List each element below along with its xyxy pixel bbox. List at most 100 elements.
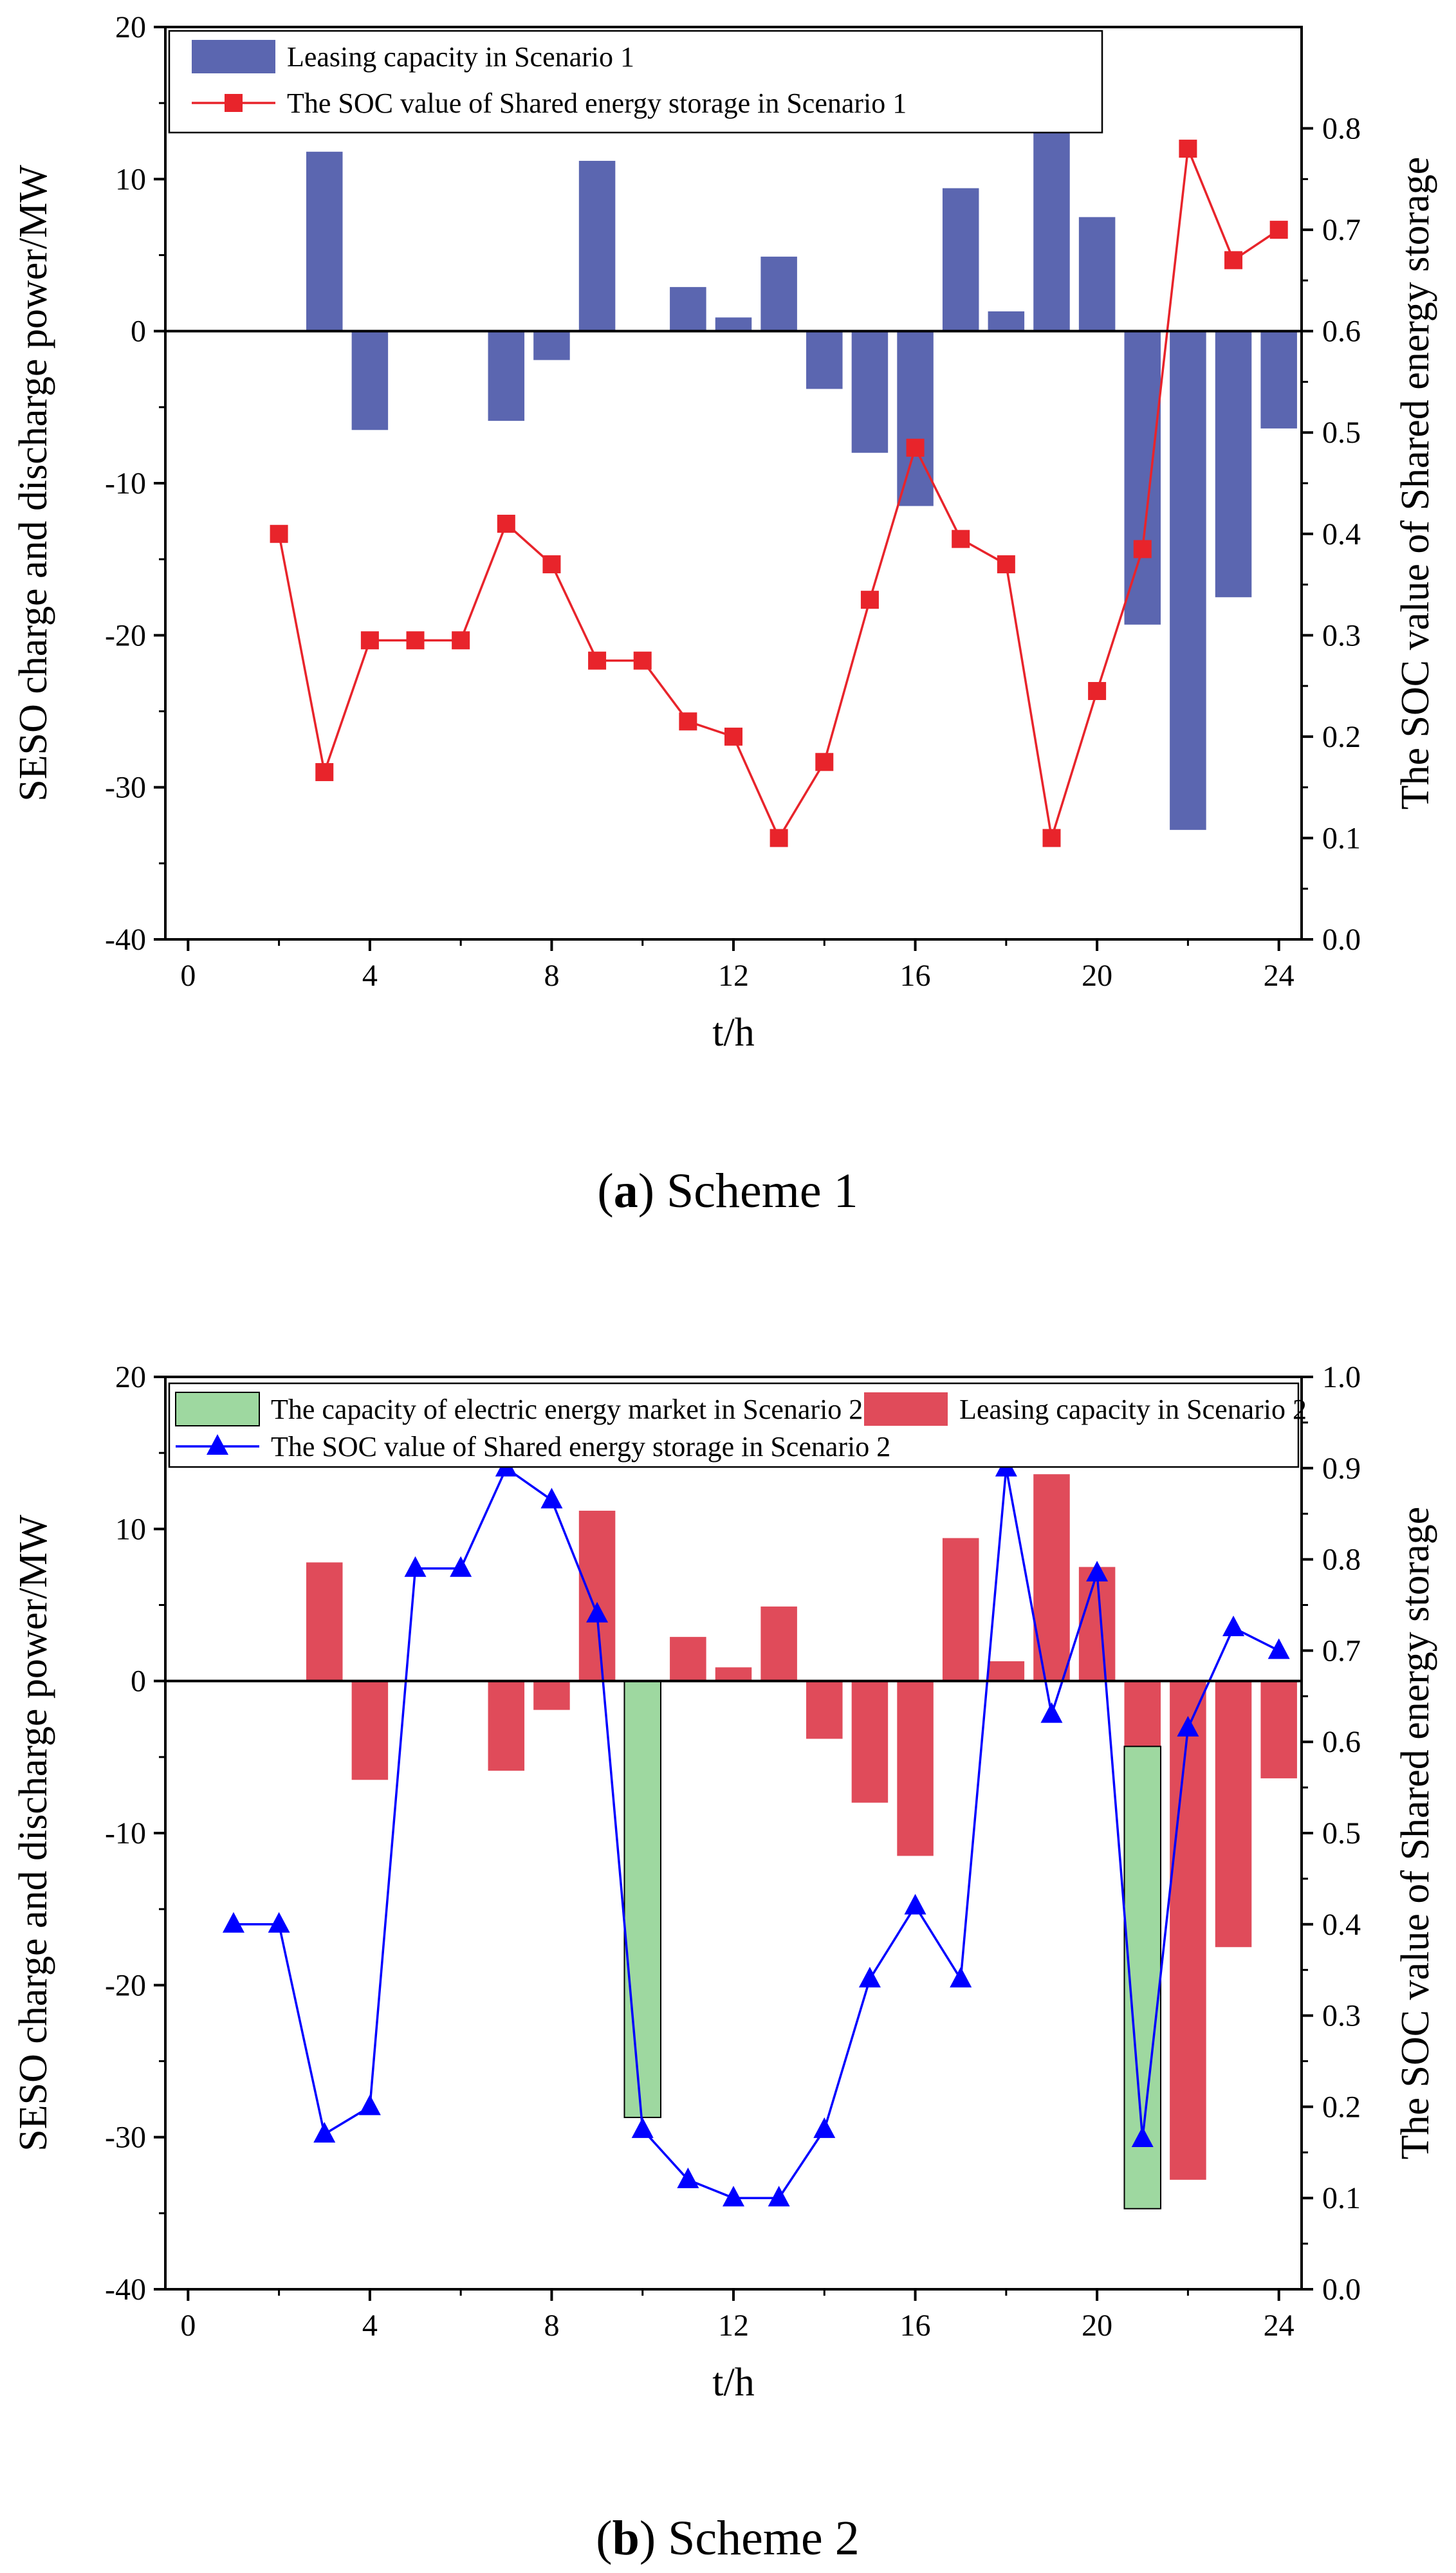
soc-marker-a-t20 — [1088, 681, 1107, 700]
soc-marker-a-t22 — [1179, 140, 1197, 158]
soc-marker-b-t23 — [1222, 1615, 1245, 1636]
y-right-tick-label: 0.4 — [1322, 517, 1361, 551]
soc-marker-b-t22 — [1177, 1715, 1199, 1737]
bar-b-s0-t8 — [533, 1681, 570, 1710]
x-tick-label: 12 — [718, 959, 749, 993]
y-left-tick-label: -10 — [105, 466, 146, 501]
soc-marker-a-t21 — [1133, 540, 1152, 558]
y-left-tick-label: 0 — [131, 1665, 146, 1699]
x-tick-label: 8 — [544, 959, 559, 993]
legend-swatch-bar — [864, 1392, 948, 1426]
bar-b-s0-t11 — [670, 1637, 706, 1681]
legend-label: Leasing capacity in Scenario 2 — [959, 1394, 1307, 1425]
bar-a-s0-t13 — [760, 256, 797, 331]
legend-frame — [168, 1382, 1300, 1468]
bar-b-s0-t14 — [806, 1681, 843, 1739]
bar-b-s0-t15 — [851, 1681, 889, 1803]
bar-b-s0-t18 — [988, 1661, 1025, 1681]
legend-label: The SOC value of Shared energy storage i… — [287, 88, 907, 119]
x-axis-title: t/h — [712, 1011, 754, 1055]
soc-marker-b-t2 — [268, 1912, 290, 1933]
legend-swatch-bar — [175, 1392, 260, 1426]
bar-a-s0-t24 — [1260, 331, 1297, 429]
soc-marker-a-t12 — [724, 727, 742, 746]
y-right-tick-label: 0.6 — [1322, 315, 1361, 349]
y-right-tick-label: 0.5 — [1322, 416, 1361, 450]
soc-marker-b-t17 — [950, 1966, 972, 1987]
chart-a: 0 4 8 12 16 20 24 -40 -30 -20 -10 0 10 20 0.0 0.1 0.2 0.3… — [12, 10, 1437, 1218]
soc-marker-b-t10 — [631, 2117, 654, 2138]
legend-swatch-marker — [225, 94, 243, 112]
bar-a-s0-t23 — [1215, 331, 1252, 598]
y-left-tick-label: -20 — [105, 618, 146, 652]
caption-label: a — [614, 1164, 638, 1218]
chart-b: 0 4 8 12 16 20 24 -40 -30 -20 -10 0 10 20 0.0 0.1 0.2 0.3… — [12, 1360, 1437, 2565]
bar-b-s0-t21 — [1124, 1681, 1161, 1747]
caption-paren-close: ) — [638, 1164, 654, 1218]
bar-a-s0-t3 — [306, 151, 343, 331]
bar-b-s0-t4 — [351, 1681, 389, 1780]
bar-a-s0-t17 — [942, 188, 979, 331]
x-tick-label: 8 — [544, 2309, 559, 2343]
x-tick-label: 0 — [180, 959, 196, 993]
soc-marker-a-t5 — [406, 631, 425, 650]
bar-a-s0-t22 — [1170, 331, 1206, 830]
legend: Leasing capacity in Scenario 1 The SOC va… — [168, 30, 1103, 134]
soc-marker-b-t4 — [358, 2094, 381, 2116]
bar-a-s0-t15 — [851, 331, 889, 453]
bar-a-s0-t20 — [1078, 217, 1116, 331]
y-left-tick-label: 20 — [115, 1360, 146, 1394]
bar-b-s0-t3 — [306, 1562, 343, 1681]
bar-a-s0-t18 — [988, 311, 1025, 331]
y-right-tick-label: 0.0 — [1322, 2273, 1361, 2307]
bar-b-s0-t16 — [897, 1681, 934, 1856]
y-left-tick-label: 20 — [115, 10, 146, 44]
figure-caption: (a) Scheme 1 — [597, 1164, 858, 1218]
legend: The capacity of electric energy market i… — [168, 1382, 1307, 1468]
y-left-tick-label: -40 — [105, 2273, 146, 2307]
soc-marker-a-t6 — [452, 631, 470, 650]
soc-marker-b-t24 — [1267, 1638, 1290, 1659]
bar-a-s0-t12 — [715, 317, 752, 331]
soc-marker-b-t9 — [586, 1601, 609, 1623]
bar-b-s0-t12 — [715, 1667, 752, 1681]
y-right-tick-label: 0.3 — [1322, 618, 1361, 652]
x-tick-label: 20 — [1082, 2309, 1112, 2343]
x-tick-label: 20 — [1082, 959, 1112, 993]
bar-a-s0-t7 — [488, 331, 525, 421]
soc-marker-a-t18 — [997, 555, 1015, 574]
x-tick-label: 16 — [900, 2309, 931, 2343]
y-left-tick-label: 10 — [115, 162, 146, 196]
soc-marker-a-t9 — [588, 651, 607, 670]
soc-marker-a-t24 — [1269, 221, 1288, 239]
bar-a-s0-t14 — [806, 331, 843, 389]
bar-b-s0-t9 — [578, 1510, 616, 1681]
bar-a-s0-t16 — [897, 331, 934, 506]
legend-label: The capacity of electric energy market i… — [271, 1394, 863, 1425]
y-right-tick-label: 0.7 — [1322, 1634, 1361, 1668]
y-right-axis-title: The SOC value of Shared energy storage — [1394, 1507, 1437, 2160]
y-right-tick-label: 0.8 — [1322, 1543, 1361, 1577]
soc-marker-b-t15 — [858, 1966, 881, 1987]
y-right-tick-label: 0.1 — [1322, 821, 1361, 855]
y-right-tick-label: 0.3 — [1322, 1999, 1361, 2033]
y-right-axis-title: The SOC value of Shared energy storage — [1394, 157, 1437, 810]
caption-text: Scheme 2 — [656, 2511, 860, 2565]
y-left-tick-label: -20 — [105, 1968, 146, 2002]
soc-marker-b-t12 — [723, 2186, 744, 2207]
legend-swatch-marker — [207, 1434, 228, 1455]
caption-text: Scheme 1 — [654, 1164, 858, 1218]
legend-swatch-bar — [192, 40, 275, 73]
y-left-tick-label: 10 — [115, 1512, 146, 1546]
legend-label: The SOC value of Shared energy storage i… — [271, 1431, 890, 1462]
caption-paren-close: ) — [640, 2511, 656, 2565]
caption-paren-open: ( — [596, 2511, 612, 2565]
soc-marker-a-t23 — [1224, 251, 1243, 270]
figure-caption: (b) Scheme 2 — [596, 2511, 860, 2565]
y-right-tick-label: 0.1 — [1322, 2181, 1361, 2215]
y-right-tick-label: 0.9 — [1322, 1452, 1361, 1486]
soc-marker-a-t4 — [360, 631, 379, 650]
soc-marker-b-t19 — [1040, 1702, 1063, 1723]
legend-frame — [168, 30, 1103, 134]
y-left-axis-title: SESO charge and discharge power/MW — [12, 1515, 55, 2152]
